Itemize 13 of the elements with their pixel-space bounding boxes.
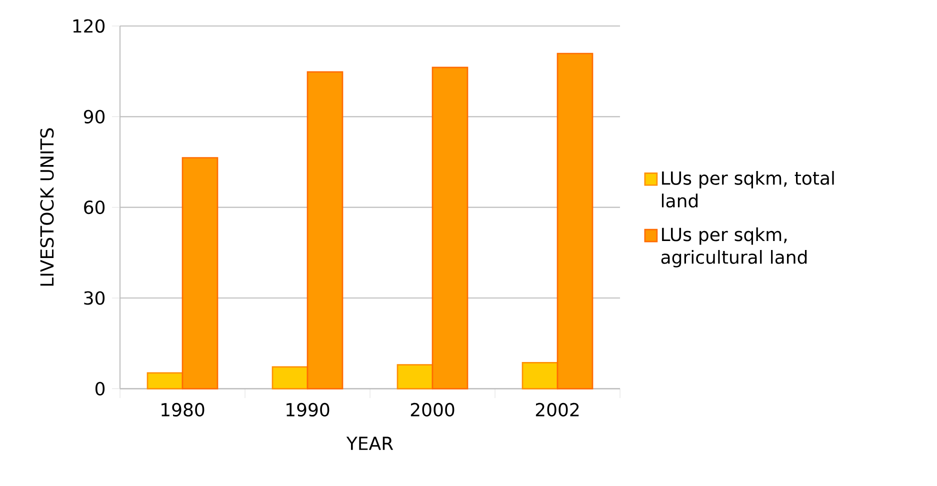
x-tick-label: 2002: [536, 402, 579, 417]
y-tick-label: 120: [73, 19, 105, 33]
x-tick-label: 2000: [410, 402, 454, 417]
y-axis-title: LIVESTOCK UNITS: [40, 128, 54, 286]
legend-label: LUs per sqkm, total land: [662, 170, 834, 208]
x-tick-label: 1980: [162, 402, 204, 417]
y-tick-label: 60: [84, 200, 105, 214]
y-tick-label: 90: [84, 110, 105, 124]
y-tick-label: 0: [95, 382, 105, 396]
x-axis-title: YEAR: [346, 436, 394, 450]
legend-label: LUs per sqkm, agricultural land: [661, 227, 807, 268]
x-tick-label: 1990: [286, 402, 330, 417]
y-tick-label: 30: [84, 291, 105, 305]
